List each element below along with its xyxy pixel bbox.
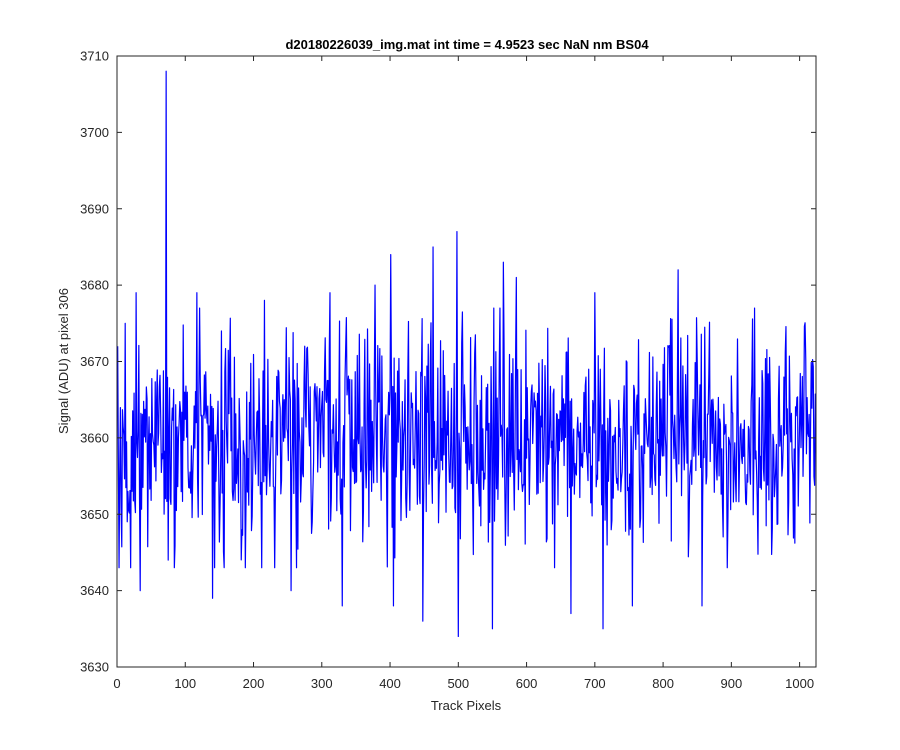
y-axis: 3630 3640 3650 3660 3670 3680 3690 3700 3710 <box>80 49 816 675</box>
signal-line <box>117 70 816 638</box>
x-tick-label: 900 <box>721 676 743 691</box>
y-tick-label: 3660 <box>80 430 109 445</box>
x-tick-label: 800 <box>652 676 674 691</box>
y-tick-label: 3650 <box>80 507 109 522</box>
y-tick-label: 3630 <box>80 660 109 675</box>
y-tick-label: 3710 <box>80 49 109 64</box>
y-tick-label: 3700 <box>80 125 109 140</box>
x-tick-label: 100 <box>174 676 196 691</box>
y-tick-label: 3640 <box>80 583 109 598</box>
y-tick-label: 3670 <box>80 354 109 369</box>
axes-background <box>117 56 816 667</box>
plot-area <box>116 55 817 668</box>
x-axis: 0 100 200 300 400 500 600 700 800 900 1000 <box>113 56 814 691</box>
y-tick-label: 3690 <box>80 201 109 216</box>
chart-title: d20180226039_img.mat int time = 4.9523 s… <box>285 37 649 52</box>
x-tick-label: 0 <box>113 676 120 691</box>
x-tick-label: 600 <box>516 676 538 691</box>
x-axis-label: Track Pixels <box>431 698 502 713</box>
x-tick-label: 700 <box>584 676 606 691</box>
y-axis-label: Signal (ADU) at pixel 306 <box>56 288 71 434</box>
x-tick-label: 400 <box>379 676 401 691</box>
x-tick-label: 500 <box>447 676 469 691</box>
x-tick-label: 1000 <box>785 676 814 691</box>
x-tick-label: 300 <box>311 676 333 691</box>
y-tick-label: 3680 <box>80 278 109 293</box>
x-tick-label: 200 <box>243 676 265 691</box>
